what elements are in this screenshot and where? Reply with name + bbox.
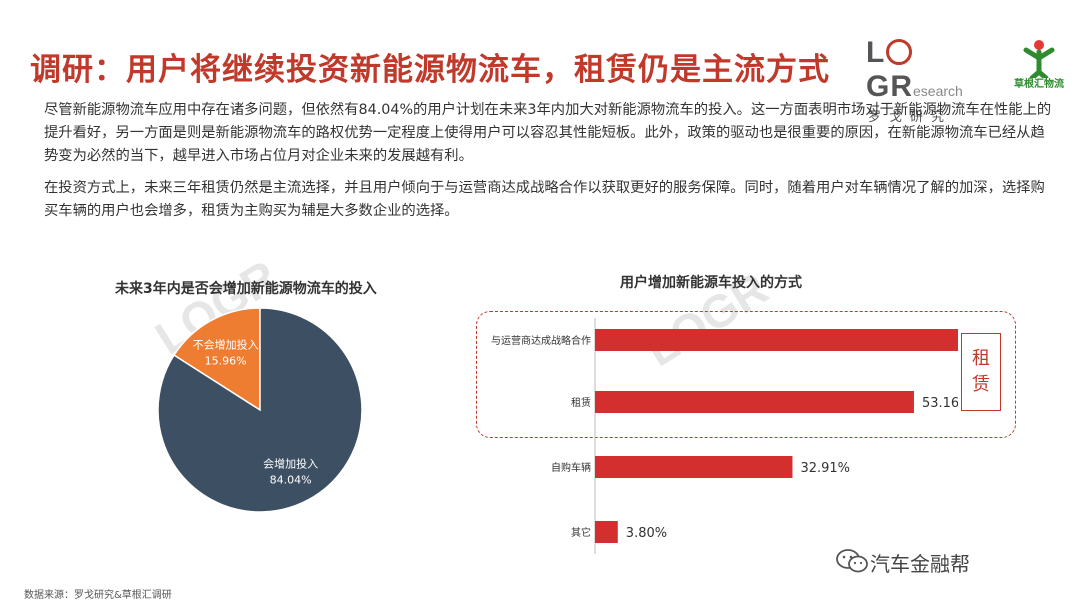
bar-value-label-3: 3.80% (626, 526, 667, 541)
pie-label-no-increase-text: 不会增加投入 (193, 338, 259, 352)
leasing-annotation: 租 赁 (961, 333, 1001, 411)
bar-value-label-1: 53.16% (922, 396, 958, 411)
bar-category-label-3: 其它 (571, 526, 591, 539)
logo-research-text: esearch (913, 83, 963, 99)
intro-paragraph: 尽管新能源物流车应用中存在诸多问题，但依然有84.04%的用户计划在未来3年内加… (44, 102, 1052, 164)
brand-name: 汽车金融帮 (870, 552, 970, 576)
pie-label-increase-value: 84.04% (270, 474, 312, 487)
logr-logo-mark: LGResearch (866, 36, 996, 104)
bar-3 (595, 521, 618, 543)
logr-research-logo: LGResearch 罗戈研究 (866, 36, 996, 125)
logo-letter-r: R (890, 70, 914, 103)
logo-o-ring-icon (886, 39, 913, 65)
grassroots-logo: 草根汇物流 (1008, 38, 1070, 90)
investment-paragraph: 在投资方式上，未来三年租赁仍然是主流选择，并且用户倾向于与运营商达成战略合作以获… (44, 180, 1045, 219)
logo-letter-g: G (866, 70, 891, 103)
pie-chart: 不会增加投入 15.96% 会增加投入 84.04% (157, 307, 363, 513)
bar-category-label-1: 租赁 (571, 396, 591, 409)
bar-1 (595, 391, 914, 413)
bar-0 (595, 329, 958, 351)
bar-chart: 与运营商达成战略合作60.76%租赁53.16%自购车辆32.91%其它3.80… (491, 318, 958, 554)
leasing-annotation-char-1: 租 (972, 348, 990, 369)
grassroots-figure-icon (1023, 40, 1055, 81)
pie-label-increase-text: 会增加投入 (263, 457, 318, 471)
bar-value-label-2: 32.91% (800, 461, 850, 476)
pie-chart-title: 未来3年内是否会增加新能源物流车的投入 (115, 281, 377, 297)
data-source: 数据来源：罗戈研究&草根汇调研 (24, 590, 172, 601)
bar-chart-title: 用户增加新能源车投入的方式 (620, 275, 802, 291)
pie-label-no-increase-value: 15.96% (205, 355, 247, 368)
leasing-annotation-char-2: 赁 (972, 374, 990, 395)
pie-slice-increase (157, 307, 363, 513)
page-title: 调研：用户将继续投资新能源物流车，租赁仍是主流方式 (30, 52, 830, 88)
logo-letter-l: L (866, 36, 886, 69)
logr-logo-cn: 罗戈研究 (868, 110, 953, 125)
wechat-icon (836, 549, 868, 573)
bar-2 (595, 456, 793, 478)
grassroots-logo-text: 草根汇物流 (1014, 79, 1064, 90)
bar-category-label-2: 自购车辆 (551, 461, 591, 474)
leasing-highlight-box (476, 311, 1016, 438)
pie-slice-no-increase (172, 307, 261, 412)
bar-category-label-0: 与运营商达成战略合作 (491, 334, 591, 347)
